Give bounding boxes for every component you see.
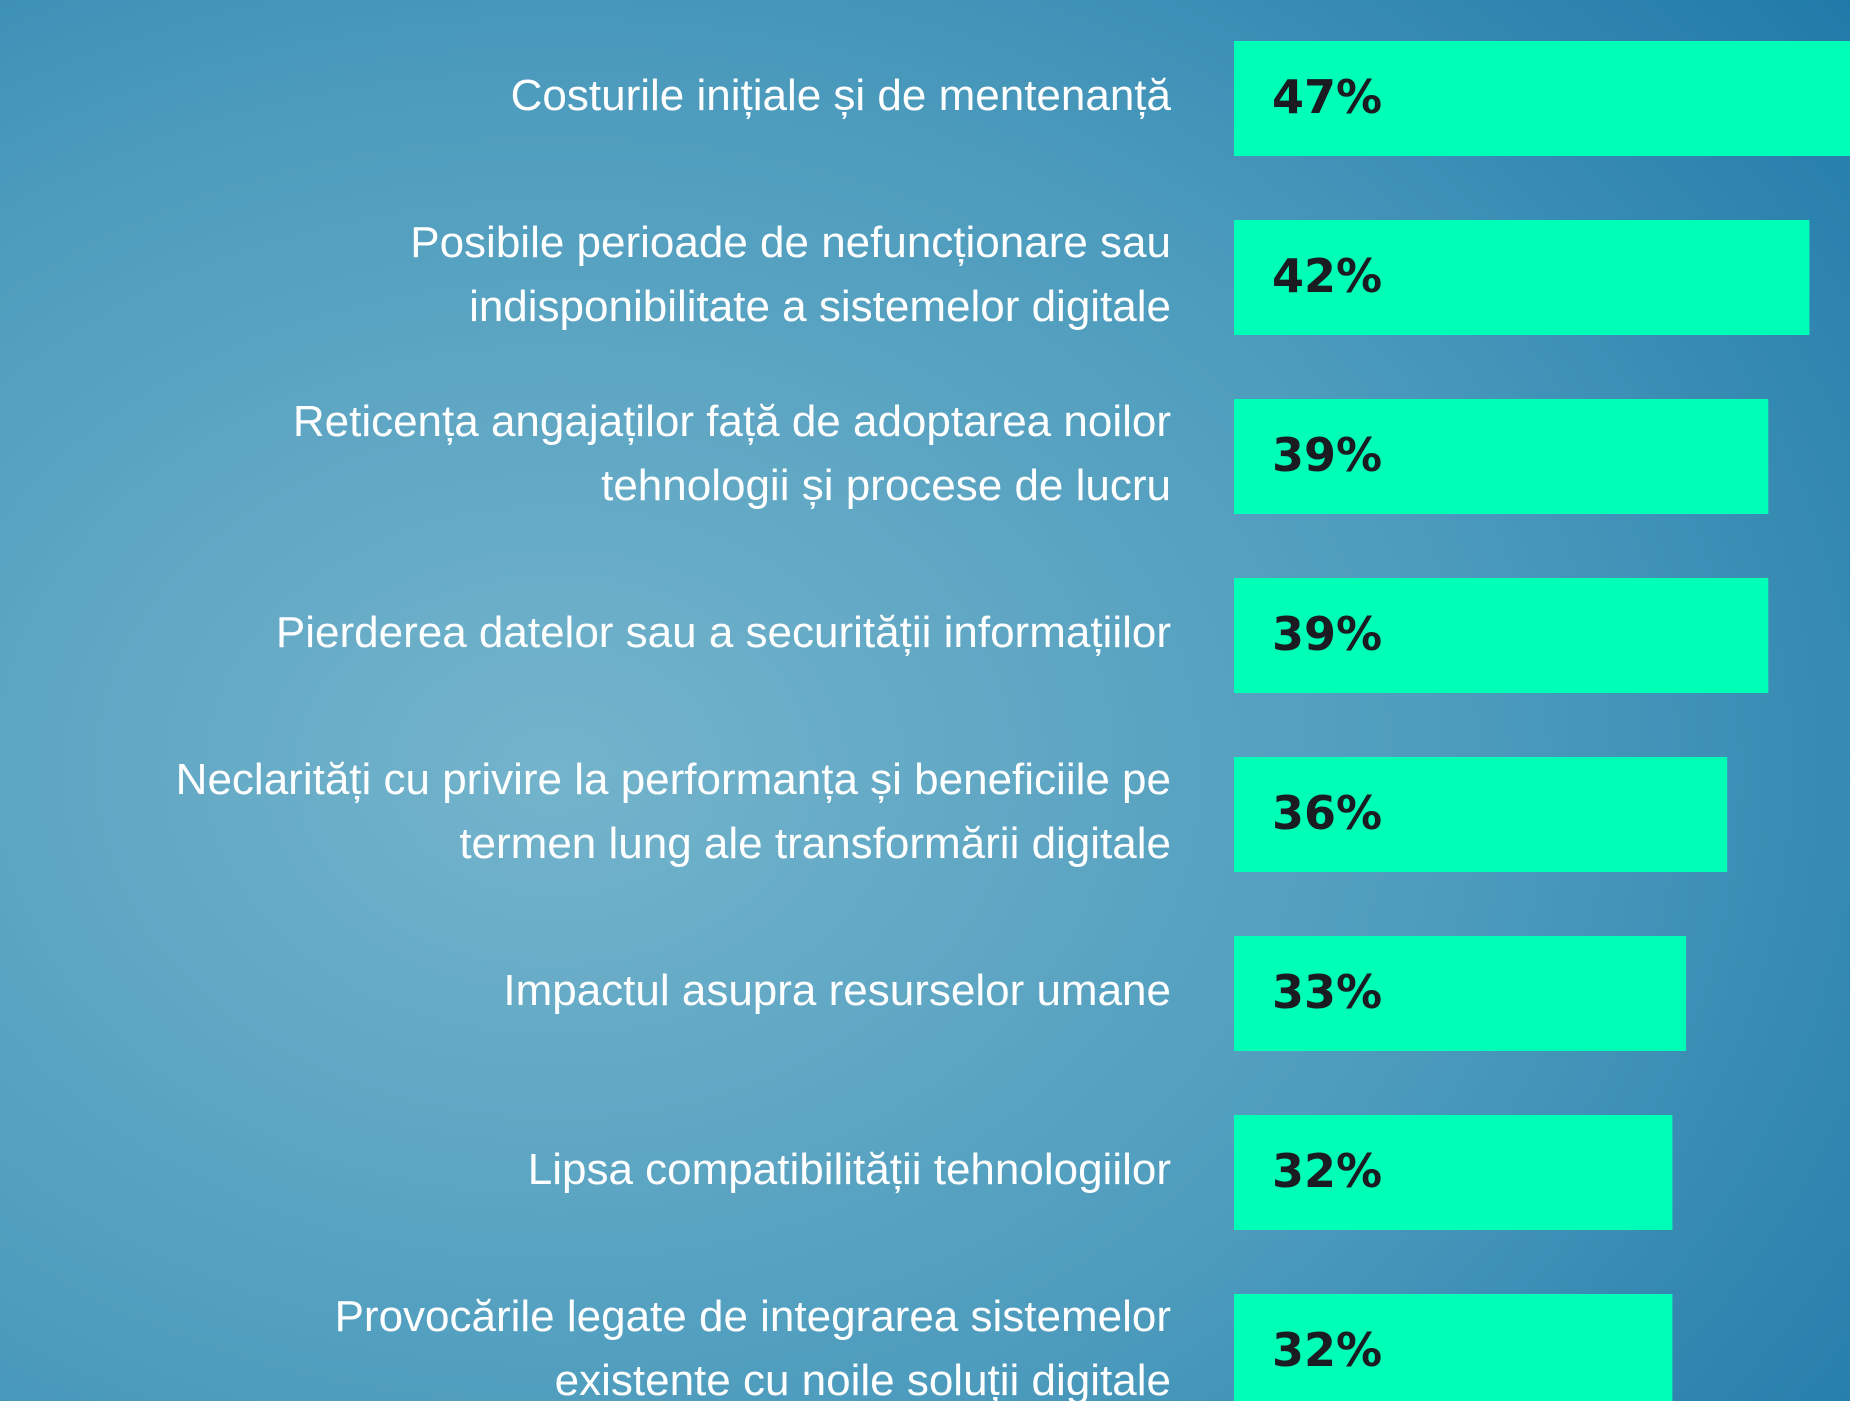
bar (1234, 578, 1769, 693)
value-label: 39% (1272, 607, 1382, 661)
value-label: 33% (1272, 965, 1382, 1019)
bar (1234, 1294, 1673, 1401)
category-label: existente cu noile soluții digitale (555, 1356, 1171, 1401)
category-label: Lipsa compatibilității tehnologiilor (528, 1145, 1171, 1194)
bar (1234, 41, 1850, 156)
value-label: 32% (1272, 1144, 1382, 1198)
bar (1234, 757, 1728, 872)
category-label: Neclarități cu privire la performanța și… (176, 755, 1171, 804)
category-label: Provocările legate de integrarea sisteme… (335, 1292, 1171, 1341)
value-label: 39% (1272, 428, 1382, 482)
category-label: tehnologii și procese de lucru (601, 461, 1171, 510)
value-label: 42% (1272, 249, 1382, 303)
category-label: Costurile inițiale și de mentenanță (511, 71, 1172, 120)
category-label: Impactul asupra resurselor umane (503, 966, 1171, 1015)
category-label: Posibile perioade de nefuncționare sau (410, 218, 1171, 267)
bar (1234, 936, 1687, 1051)
bar (1234, 1115, 1673, 1230)
value-label: 47% (1272, 70, 1382, 124)
category-label: Reticența angajaților față de adoptarea … (293, 397, 1171, 446)
value-label: 36% (1272, 786, 1382, 840)
category-label: indisponibilitate a sistemelor digitale (469, 282, 1171, 331)
bar (1234, 220, 1810, 335)
category-label: Pierderea datelor sau a securității info… (276, 608, 1171, 657)
category-label: termen lung ale transformării digitale (459, 819, 1171, 868)
value-label: 32% (1272, 1323, 1382, 1377)
bar (1234, 399, 1769, 514)
